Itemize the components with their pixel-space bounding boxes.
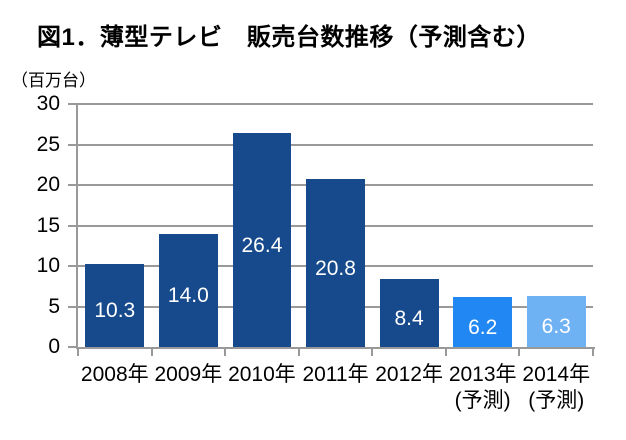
- gridline: [78, 103, 593, 105]
- bar-value-label: 8.4: [394, 306, 424, 330]
- x-tick-label: 2012年: [375, 363, 443, 386]
- y-tick-mark: [68, 103, 78, 105]
- x-tick-mark: [224, 349, 227, 356]
- x-tick-mark: [371, 349, 374, 356]
- bar-value-label: 20.8: [315, 256, 356, 280]
- bars: 10.3 14.0 26.4 20.8 8.4 6.2 6.3: [78, 104, 593, 347]
- bar: 10.3: [85, 263, 145, 347]
- bar: 8.4: [379, 278, 439, 347]
- y-axis-labels: 0 5 10 15 20 25 30: [14, 92, 60, 358]
- x-axis-category: 2009年: [152, 362, 226, 414]
- figure-title: 図1．薄型テレビ 販売台数推移（予測含む）: [37, 24, 541, 51]
- bar-cell: 6.2: [446, 104, 520, 347]
- bar: 20.8: [306, 178, 365, 347]
- x-axis-labels: 2008年 2009年 2010年 2011年 2012年 2013年 (予測) 2014年 (…: [78, 362, 593, 414]
- bar-cell: 20.8: [299, 104, 373, 347]
- bar-cell: 14.0: [152, 104, 226, 347]
- gridline: [78, 143, 593, 146]
- x-axis-category: 2010年: [225, 362, 299, 414]
- y-tick-mark: [68, 184, 78, 186]
- x-tick-mark: [150, 349, 153, 356]
- y-tick-label: 0: [48, 335, 60, 358]
- x-axis-category: 2014年 (予測): [519, 362, 593, 414]
- y-tick-mark: [68, 346, 78, 348]
- y-tick-label: 30: [36, 92, 60, 115]
- y-tick-mark: [68, 224, 78, 227]
- x-tick-sublabel: (予測): [454, 389, 511, 412]
- y-tick-label: 15: [36, 213, 60, 237]
- x-axis-category: 2011年: [299, 362, 373, 414]
- x-axis-ticks: [77, 349, 594, 356]
- bar-cell: 26.4: [225, 104, 299, 347]
- x-tick-mark: [592, 349, 594, 356]
- x-tick-label: 2010年: [228, 363, 296, 386]
- bar: 14.0: [158, 233, 218, 347]
- y-axis-unit-label: （百万台）: [11, 71, 96, 90]
- x-tick-label: 2011年: [302, 363, 369, 386]
- x-tick-label: 2013年: [448, 363, 517, 386]
- x-axis-line: [76, 347, 595, 349]
- x-tick-mark: [297, 349, 300, 356]
- x-axis-category: 2012年: [372, 362, 446, 414]
- y-tick-mark: [68, 143, 78, 146]
- y-axis-ticks: [68, 103, 78, 348]
- y-tick-label: 10: [36, 254, 60, 277]
- x-tick-mark: [444, 349, 447, 356]
- x-tick-label: 2014年: [522, 363, 591, 386]
- x-tick-label: 2008年: [80, 363, 149, 386]
- y-tick-label: 5: [48, 294, 60, 318]
- bar-value-label: 6.3: [541, 315, 571, 339]
- y-tick-label: 25: [36, 132, 60, 156]
- bar: 6.2: [453, 296, 513, 347]
- y-tick-mark: [68, 305, 78, 308]
- bar-cell: 10.3: [78, 104, 152, 347]
- x-tick-label: 2009年: [154, 363, 223, 386]
- plot-area: 10.3 14.0 26.4 20.8 8.4 6.2 6.3: [78, 103, 593, 347]
- bar-value-label: 10.3: [94, 299, 136, 323]
- x-tick-mark: [518, 349, 521, 356]
- y-axis-line: [76, 104, 78, 349]
- bar: 26.4: [232, 133, 292, 347]
- bar-cell: 8.4: [372, 104, 446, 347]
- bar-value-label: 14.0: [167, 284, 209, 308]
- y-tick-mark: [68, 265, 78, 267]
- x-axis-category: 2013年 (予測): [446, 362, 520, 414]
- bar-cell: 6.3: [519, 104, 593, 347]
- x-tick-mark: [77, 349, 79, 356]
- y-tick-label: 20: [36, 173, 60, 196]
- bar: 6.3: [526, 295, 586, 347]
- bar-value-label: 6.2: [468, 315, 498, 339]
- bar-value-label: 26.4: [241, 234, 283, 258]
- x-tick-sublabel: (予測): [528, 389, 585, 412]
- x-axis-category: 2008年: [78, 362, 152, 414]
